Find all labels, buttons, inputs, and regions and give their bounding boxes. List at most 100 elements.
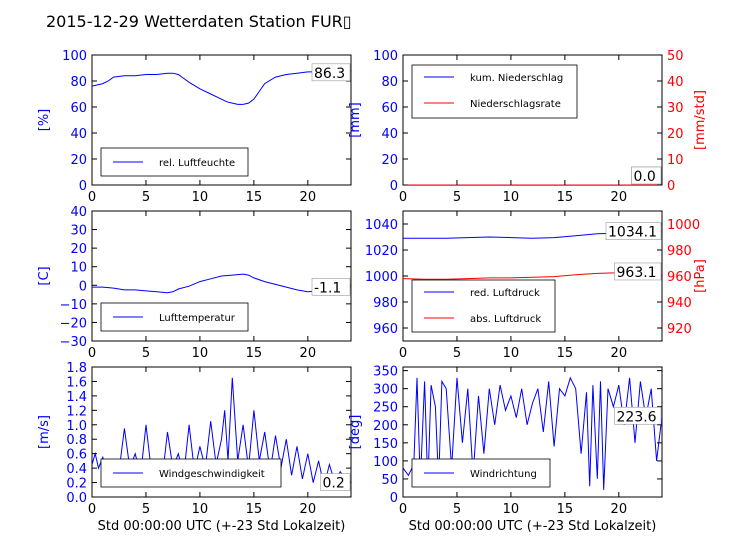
humidity-panel: 0 5 10 15 20 0 20 40 60 80 100 [%] rel. Luftfeuchte 8… <box>37 49 352 205</box>
y-tick-label: 20 <box>70 153 87 168</box>
y-tick-label: 0.4 <box>66 462 87 477</box>
x-tick-label: 0 <box>88 502 96 517</box>
legend-box <box>100 302 249 332</box>
y-tick-label: 1040 <box>365 218 398 233</box>
x-tick-label: 15 <box>557 190 574 205</box>
y-tick-label: 100 <box>373 49 398 64</box>
y-tick-label: 960 <box>373 322 398 337</box>
legend-box <box>100 147 249 177</box>
y-tick-label: 50 <box>381 473 398 488</box>
x-tick-label: 15 <box>557 346 574 361</box>
readout-box <box>311 63 351 82</box>
y-tick-label: −20 <box>60 316 87 331</box>
y-tick-label: 1.8 <box>66 361 87 376</box>
y2-tick-label: 940 <box>667 296 692 311</box>
legend-label: rel. Luftfeuchte <box>159 158 235 169</box>
y-tick-label: 0 <box>79 179 87 194</box>
series-line <box>92 70 351 105</box>
readout-value: 963.1 <box>617 265 657 281</box>
y-tick-label: 1000 <box>365 270 398 285</box>
y-tick-label: 0 <box>79 279 87 294</box>
x-tick-label: 20 <box>300 346 317 361</box>
x-tick-label: 20 <box>611 190 628 205</box>
x-tick-label: 10 <box>503 502 520 517</box>
pressure-panel: 0 5 10 15 20 960 980 1000 1020 1040 920 940 960 980 10… <box>365 210 708 361</box>
readout-value: 0.2 <box>323 476 345 492</box>
y-tick-label: 0 <box>390 491 398 506</box>
series-line <box>92 273 351 294</box>
readout-box <box>320 473 351 491</box>
readout-value: 223.6 <box>617 409 657 425</box>
y-tick-label: 0.8 <box>66 433 87 448</box>
y-tick-label: 20 <box>70 242 87 257</box>
y2-tick-label: 20 <box>667 127 684 142</box>
y-tick-label: 30 <box>70 224 87 239</box>
y-axis-label: [C] <box>37 266 52 285</box>
y-tick-label: 0 <box>390 179 398 194</box>
y2-tick-label: 1000 <box>667 218 700 233</box>
y-tick-label: 1.2 <box>66 404 87 419</box>
readout-value: 1034.1 <box>608 225 657 241</box>
y-tick-label: 250 <box>373 401 398 416</box>
x-tick-label: 15 <box>246 190 263 205</box>
y-axis-label: [%] <box>37 109 52 132</box>
x-axis-label: Std 00:00:00 UTC (+-23 Std Lokalzeit) <box>98 519 346 534</box>
figure-title: 2015-12-29 Wetterdaten Station FUR▯ <box>46 12 352 31</box>
y2-tick-label: 50 <box>667 49 684 64</box>
y-tick-label: 1.4 <box>66 390 87 405</box>
y-axis-label: [mm] <box>348 102 363 137</box>
x-tick-label: 0 <box>88 346 96 361</box>
readout-box <box>311 278 351 296</box>
x-tick-label: 0 <box>399 346 407 361</box>
y-tick-label: 1.0 <box>66 419 87 434</box>
y-tick-label: 200 <box>373 419 398 434</box>
legend-label: Windgeschwindigkeit <box>159 469 265 480</box>
y-tick-label: 60 <box>70 101 87 116</box>
x-tick-label: 10 <box>192 502 209 517</box>
x-tick-label: 5 <box>142 502 150 517</box>
x-tick-label: 5 <box>453 502 461 517</box>
y-tick-label: 350 <box>373 365 398 380</box>
x-tick-label: 0 <box>399 502 407 517</box>
x-tick-label: 0 <box>88 190 96 205</box>
y-tick-label: 1020 <box>365 244 398 259</box>
x-tick-label: 0 <box>399 190 407 205</box>
x-tick-label: 5 <box>142 346 150 361</box>
y2-tick-label: 0 <box>667 179 675 194</box>
y-tick-label: 0.6 <box>66 448 87 463</box>
legend-label: kum. Niederschlag <box>470 73 563 84</box>
y-tick-label: 20 <box>381 153 398 168</box>
legend-box <box>411 64 578 119</box>
y2-axis-label: [mm/std] <box>693 90 708 150</box>
windspeed-panel: 0 5 10 15 200.00.20.40.60.81.01.21.41.61.8[m… <box>37 361 352 534</box>
x-tick-label: 20 <box>300 502 317 517</box>
legend-label: Windrichtung <box>470 469 537 480</box>
legend-box <box>411 279 556 333</box>
x-tick-label: 20 <box>300 190 317 205</box>
y-tick-label: 0.0 <box>66 491 87 506</box>
y-tick-label: 80 <box>70 75 87 90</box>
y2-tick-label: 980 <box>667 244 692 259</box>
x-tick-label: 10 <box>503 190 520 205</box>
x-tick-label: 15 <box>246 502 263 517</box>
y2-tick-label: 960 <box>667 270 692 285</box>
y-tick-label: 100 <box>62 49 87 64</box>
readout-value: 0.0 <box>634 169 656 185</box>
x-tick-label: 10 <box>192 190 209 205</box>
y-tick-label: 100 <box>373 455 398 470</box>
y2-tick-label: 10 <box>667 153 684 168</box>
y-tick-label: −10 <box>60 298 87 313</box>
y2-tick-label: 40 <box>667 75 684 90</box>
readout-box <box>614 406 662 425</box>
legend-label: Lufttemperatur <box>159 313 236 324</box>
y-tick-label: 300 <box>373 383 398 398</box>
y2-axis-label: [hPa] <box>693 259 708 293</box>
readout-value: -1.1 <box>314 280 341 296</box>
legend-label: Niederschlagsrate <box>470 99 561 110</box>
y-tick-label: 60 <box>381 101 398 116</box>
x-tick-label: 10 <box>503 346 520 361</box>
y2-tick-label: 920 <box>667 322 692 337</box>
y-axis-label: [deg] <box>348 415 363 450</box>
